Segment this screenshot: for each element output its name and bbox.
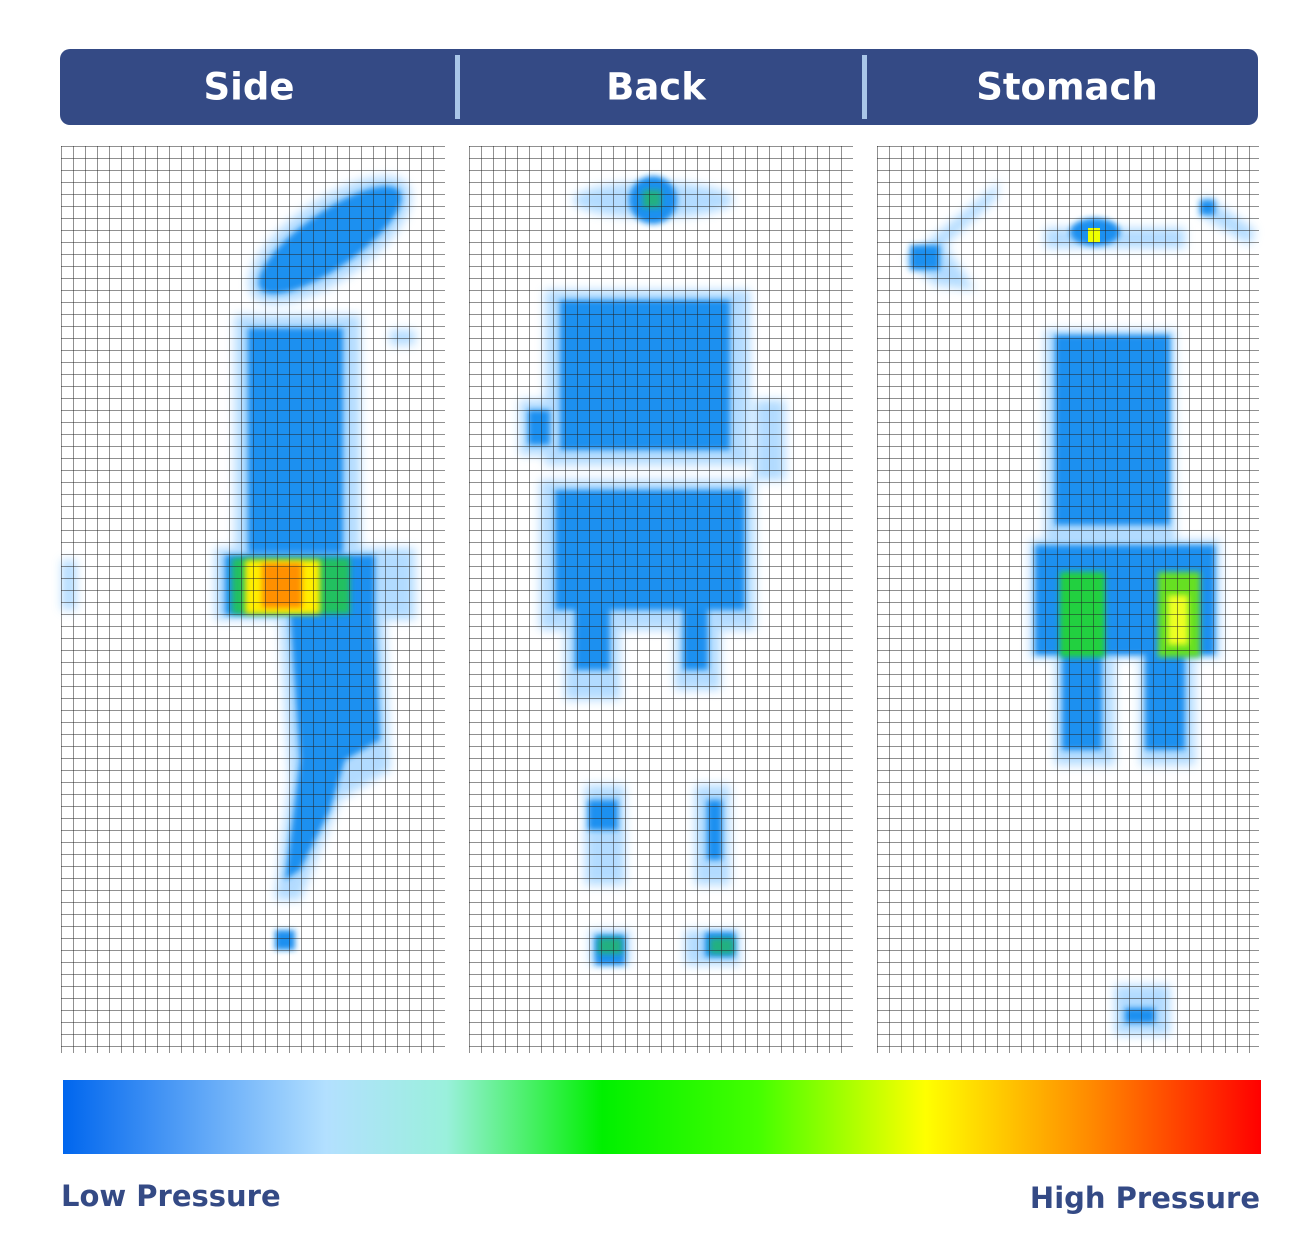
tab-label[interactable]: Stomach — [976, 66, 1158, 109]
color-scale — [63, 1080, 1261, 1154]
legend-low: Low Pressure — [61, 1179, 281, 1213]
grid — [61, 146, 445, 1053]
grid — [469, 146, 853, 1053]
tab-label[interactable]: Back — [606, 66, 707, 109]
legend-high: High Pressure — [1030, 1181, 1260, 1215]
divider — [862, 55, 867, 119]
tab-bar — [60, 49, 1258, 125]
grid — [877, 146, 1259, 1053]
tab-label[interactable]: Side — [204, 66, 295, 109]
divider — [455, 55, 460, 119]
